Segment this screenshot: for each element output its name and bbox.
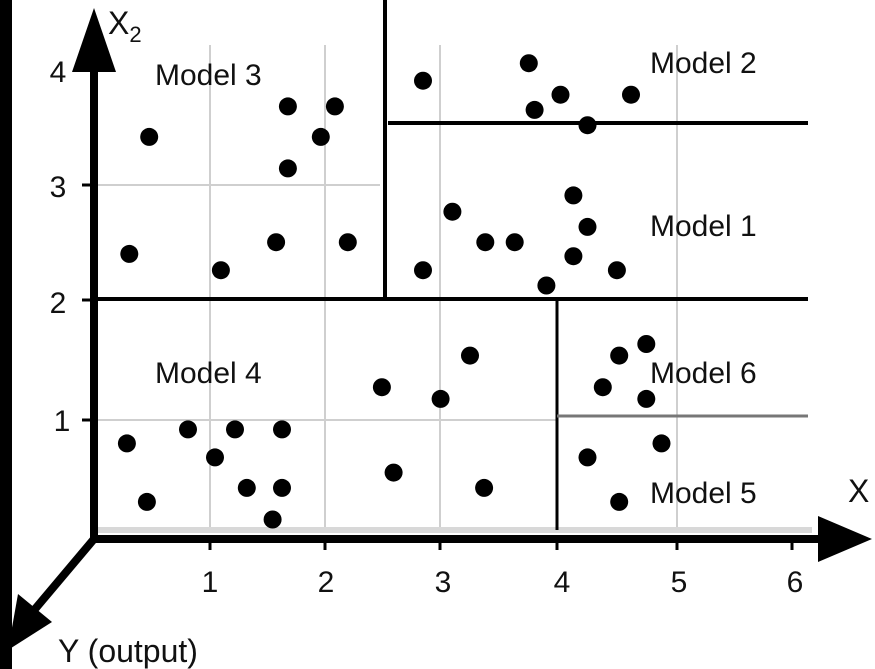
- x-tick-marks: [208, 539, 794, 550]
- data-point: [414, 71, 432, 90]
- data-point: [325, 97, 344, 116]
- data-point: [578, 448, 597, 467]
- data-point: [519, 54, 538, 73]
- x2-axis-arrowhead: [72, 8, 116, 72]
- data-points: [117, 54, 671, 529]
- x2-axis-title: X2: [108, 5, 142, 47]
- x-tick-label: 2: [318, 566, 335, 599]
- x-tick-labels: 1 2 3 4 5 6: [202, 566, 804, 599]
- x-axis-band: [97, 527, 812, 533]
- data-point: [273, 478, 291, 497]
- data-point: [311, 127, 330, 146]
- x-axis-title: X: [848, 473, 869, 509]
- data-point: [505, 233, 524, 252]
- data-point: [137, 492, 156, 511]
- x2-axis-title-main: X: [108, 5, 129, 41]
- x-tick-label: 4: [554, 566, 571, 599]
- data-point: [622, 85, 640, 104]
- data-point: [475, 478, 494, 497]
- data-point: [578, 116, 597, 135]
- axes: [8, 8, 872, 650]
- region-label-model-2: Model 2: [650, 47, 757, 80]
- data-point: [206, 448, 224, 467]
- y-gridlines: [97, 184, 557, 421]
- x-tick-label: 6: [787, 566, 804, 599]
- x-axis-arrowhead: [818, 516, 872, 562]
- data-point: [431, 389, 450, 408]
- region-label-model-3: Model 3: [155, 59, 262, 92]
- x2-axis-title-subscript: 2: [129, 22, 141, 47]
- data-point: [564, 186, 583, 205]
- data-point: [637, 335, 656, 353]
- data-point: [593, 378, 612, 397]
- data-point: [564, 247, 583, 266]
- x-gridlines: [209, 45, 678, 530]
- data-point: [607, 261, 626, 280]
- y-tick-label: 1: [54, 405, 71, 438]
- data-point: [637, 389, 656, 408]
- data-point: [537, 276, 556, 295]
- data-point: [117, 434, 136, 453]
- region-label-model-6: Model 6: [650, 357, 757, 390]
- data-point: [414, 261, 432, 280]
- region-label-model-1: Model 1: [650, 210, 757, 243]
- data-point: [267, 233, 286, 252]
- y-tick-label: 2: [50, 287, 67, 320]
- diagram-background: [12, 0, 875, 669]
- y-tick-label: 4: [50, 56, 67, 89]
- y-output-axis-arrowhead: [8, 594, 52, 650]
- data-point: [551, 85, 570, 104]
- x-tick-label: 1: [202, 566, 219, 599]
- data-point: [226, 420, 244, 439]
- x-tick-label: 5: [671, 566, 688, 599]
- data-point: [525, 100, 544, 119]
- y-tick-label: 3: [50, 171, 67, 204]
- data-point: [384, 463, 403, 482]
- data-point: [610, 492, 629, 511]
- data-point: [461, 346, 479, 365]
- data-point: [443, 202, 462, 221]
- data-point: [237, 478, 256, 497]
- x-tick-label: 3: [435, 566, 452, 599]
- data-point: [578, 217, 597, 236]
- data-point: [273, 420, 291, 439]
- data-point: [372, 378, 391, 397]
- data-point: [278, 97, 297, 116]
- y-output-axis-title: Y (output): [58, 633, 198, 669]
- data-point: [179, 420, 197, 439]
- data-point: [120, 244, 139, 263]
- data-point: [140, 127, 159, 146]
- region-label-model-5: Model 5: [650, 477, 757, 510]
- data-point: [476, 233, 495, 252]
- data-point: [610, 346, 629, 365]
- data-point: [338, 233, 357, 252]
- y-tick-labels: 1 2 3 4: [50, 56, 71, 438]
- data-point: [263, 510, 282, 529]
- region-label-model-4: Model 4: [155, 357, 262, 390]
- data-point: [211, 261, 230, 280]
- y-tick-marks: [82, 68, 94, 422]
- data-point: [652, 434, 671, 453]
- y-output-axis-line: [26, 536, 98, 618]
- data-point: [278, 159, 297, 178]
